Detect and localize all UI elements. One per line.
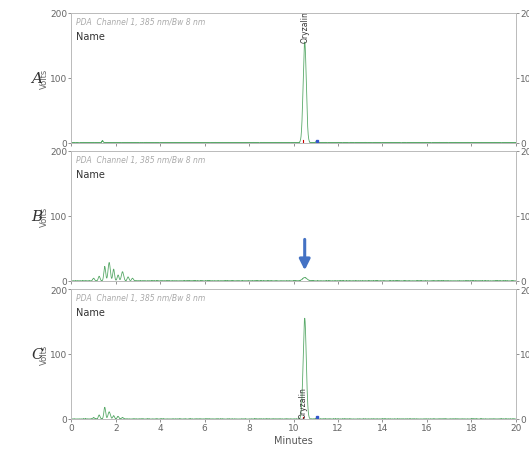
X-axis label: Minutes: Minutes [274, 435, 313, 445]
Text: PDA  Channel 1, 385 nm/Bw 8 nm: PDA Channel 1, 385 nm/Bw 8 nm [76, 293, 205, 302]
Y-axis label: Volts: Volts [40, 206, 49, 227]
Text: Oryzalin: Oryzalin [299, 386, 308, 418]
Text: A: A [32, 71, 42, 86]
Text: Oryzalin: Oryzalin [300, 11, 309, 43]
Text: C: C [31, 347, 43, 361]
Text: B: B [31, 209, 43, 223]
Text: Name: Name [76, 32, 105, 42]
Text: Name: Name [76, 308, 105, 318]
Text: PDA  Channel 1, 385 nm/Bw 8 nm: PDA Channel 1, 385 nm/Bw 8 nm [76, 18, 205, 26]
Text: Name: Name [76, 170, 105, 180]
Y-axis label: Volts: Volts [40, 344, 49, 364]
Y-axis label: Volts: Volts [40, 68, 49, 89]
Text: PDA  Channel 1, 385 nm/Bw 8 nm: PDA Channel 1, 385 nm/Bw 8 nm [76, 156, 205, 164]
